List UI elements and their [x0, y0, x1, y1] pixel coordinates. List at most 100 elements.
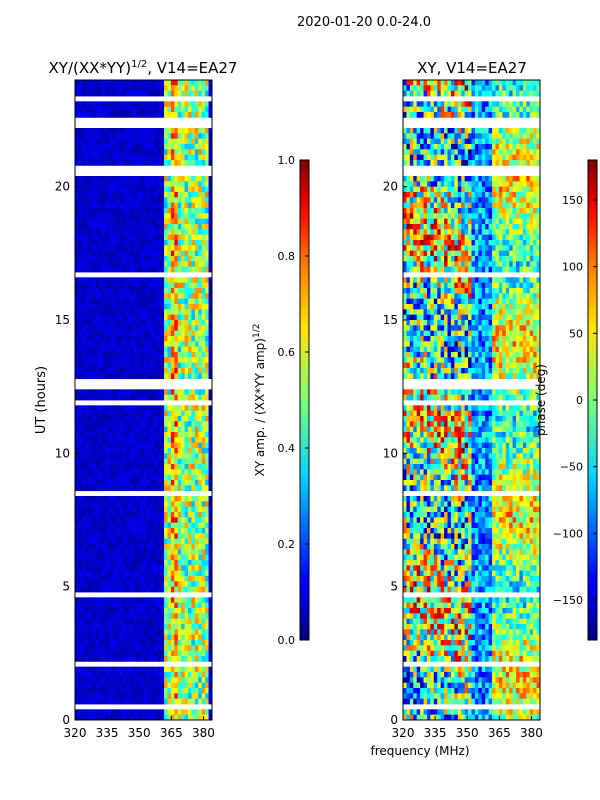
amplitude-cell [140, 624, 144, 630]
amplitude-cell [136, 128, 141, 134]
amplitude-cell [112, 224, 117, 230]
phase-cell [488, 160, 493, 166]
amplitude-cell [174, 421, 179, 428]
amplitude-cell [181, 624, 185, 630]
phase-cell [464, 133, 469, 140]
phase-cell [461, 181, 466, 188]
amplitude-cell [88, 533, 93, 540]
phase-cell [536, 154, 541, 161]
amplitude-cell [75, 389, 79, 396]
phase-cell [420, 181, 424, 188]
amplitude-cell [129, 357, 134, 364]
amplitude-cell [75, 453, 79, 460]
amplitude-cell [98, 442, 103, 449]
amplitude-cell [98, 293, 103, 300]
amplitude-cell [136, 645, 141, 652]
amplitude-cell [150, 85, 155, 92]
amplitude-cell [150, 208, 155, 214]
amplitude-cell [184, 533, 189, 540]
amplitude-cell [109, 106, 114, 113]
amplitude-cell [177, 197, 182, 204]
amplitude-cell [205, 106, 209, 113]
amplitude-cell [95, 698, 100, 705]
amplitude-cell [126, 666, 131, 673]
phase-cell [454, 80, 459, 86]
amplitude-cell [116, 288, 120, 294]
amplitude-cell [129, 634, 134, 641]
amplitude-cell [75, 357, 79, 364]
amplitude-cell [122, 224, 127, 230]
amplitude-cell [170, 496, 175, 502]
amplitude-cell [205, 224, 209, 230]
amplitude-cell [105, 533, 110, 540]
phase-cell [522, 144, 527, 150]
amplitude-cell [112, 85, 117, 92]
amplitude-cell [146, 80, 151, 86]
amplitude-cell [119, 266, 124, 273]
amplitude-cell [95, 357, 100, 364]
amplitude-cell [153, 693, 158, 700]
amplitude-cell [85, 282, 90, 289]
amplitude-cell [181, 80, 185, 86]
amplitude-cell [129, 389, 134, 396]
amplitude-cell [95, 346, 100, 353]
amplitude-cell [184, 133, 189, 140]
amplitude-cell [102, 613, 107, 620]
amplitude-cell [205, 85, 209, 92]
amplitude-cell [198, 80, 203, 86]
amplitude-cell [88, 208, 93, 214]
amplitude-cell [95, 176, 100, 182]
amplitude-cell [112, 357, 117, 364]
amplitude-cell [88, 453, 93, 460]
amplitude-cell [129, 160, 134, 166]
amplitude-cell [75, 256, 79, 262]
amplitude-cell [170, 160, 175, 166]
amplitude-cell [119, 138, 124, 145]
amplitude-cell [140, 496, 144, 502]
phase-cell [471, 144, 476, 150]
phase-cell [444, 160, 448, 166]
amplitude-cell [112, 181, 117, 188]
amplitude-cell [81, 570, 86, 577]
amplitude-cell [167, 437, 172, 444]
amplitude-cell [126, 186, 131, 193]
amplitude-cell [75, 581, 79, 588]
amplitude-cell [170, 549, 175, 556]
amplitude-cell [136, 234, 141, 241]
amplitude-cell [198, 304, 203, 310]
amplitude-cell [146, 128, 151, 134]
amplitude-cell [119, 517, 124, 524]
amplitude-cell [188, 160, 192, 166]
amplitude-cell [153, 309, 158, 316]
phase-cell [457, 133, 462, 140]
amplitude-cell [122, 149, 127, 156]
amplitude-cell [129, 677, 134, 684]
amplitude-cell [160, 474, 165, 481]
amplitude-cell [160, 304, 165, 310]
amplitude-cell [164, 522, 168, 529]
amplitude-cell [150, 688, 155, 694]
amplitude-cell [98, 698, 103, 705]
amplitude-cell [194, 341, 199, 348]
amplitude-cell [174, 176, 179, 182]
amplitude-cell [143, 298, 148, 305]
amplitude-cell [205, 437, 209, 444]
amplitude-cell [116, 709, 120, 716]
amplitude-cell [85, 672, 90, 678]
amplitude-cell [174, 426, 179, 433]
phase-cell [512, 85, 517, 92]
amplitude-cell [167, 309, 172, 316]
amplitude-cell [136, 224, 141, 230]
phase-cell [461, 128, 466, 134]
amplitude-cell [140, 80, 144, 86]
amplitude-cell [194, 240, 199, 246]
amplitude-cell [201, 442, 206, 449]
amplitude-cell [129, 608, 134, 614]
amplitude-cell [146, 293, 151, 300]
amplitude-cell [112, 650, 117, 657]
amplitude-cell [75, 229, 79, 236]
amplitude-cell [122, 133, 127, 140]
amplitude-cell [133, 192, 138, 198]
amplitude-cell [102, 565, 107, 572]
amplitude-cell [160, 133, 165, 140]
